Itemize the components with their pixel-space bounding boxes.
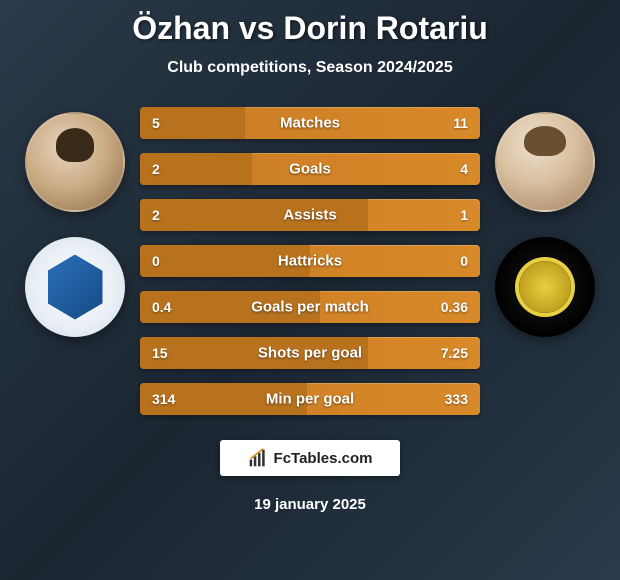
stat-left-value: 314 — [152, 391, 175, 407]
date-label: 19 january 2025 — [0, 496, 620, 513]
right-player-column — [490, 107, 600, 337]
stat-left-value: 15 — [152, 345, 168, 361]
stat-row: 0.4 Goals per match 0.36 — [140, 291, 480, 323]
stat-right-value: 4 — [460, 161, 468, 177]
footer-badge[interactable]: FcTables.com — [220, 440, 400, 476]
stats-area: 5 Matches 11 2 Goals 4 2 Assists 1 0 Hattricks 0 0.4… — [0, 107, 620, 415]
stat-left-value: 2 — [152, 207, 160, 223]
stat-label: Goals — [289, 161, 331, 178]
stat-right-value: 7.25 — [441, 345, 468, 361]
comparison-card: Özhan vs Dorin Rotariu Club competitions… — [0, 0, 620, 580]
stat-row: 5 Matches 11 — [140, 107, 480, 139]
stat-label: Goals per match — [251, 299, 369, 316]
stat-label: Matches — [280, 115, 340, 132]
page-subtitle: Club competitions, Season 2024/2025 — [0, 59, 620, 77]
stat-label: Hattricks — [278, 253, 342, 270]
player2-avatar — [495, 112, 595, 212]
stat-left-value: 2 — [152, 161, 160, 177]
stat-row: 2 Goals 4 — [140, 153, 480, 185]
fctables-logo-icon — [248, 448, 268, 468]
stat-row: 314 Min per goal 333 — [140, 383, 480, 415]
stat-left-value: 0.4 — [152, 299, 171, 315]
stat-left-value: 0 — [152, 253, 160, 269]
page-title: Özhan vs Dorin Rotariu — [0, 10, 620, 47]
stat-row: 0 Hattricks 0 — [140, 245, 480, 277]
stat-right-value: 0.36 — [441, 299, 468, 315]
stat-left-value: 5 — [152, 115, 160, 131]
stat-right-value: 333 — [445, 391, 468, 407]
stat-right-value: 1 — [460, 207, 468, 223]
club2-badge — [495, 237, 595, 337]
stat-row: 15 Shots per goal 7.25 — [140, 337, 480, 369]
stat-row: 2 Assists 1 — [140, 199, 480, 231]
stat-label: Shots per goal — [258, 345, 362, 362]
footer-label: FcTables.com — [274, 450, 373, 467]
stat-label: Assists — [283, 207, 336, 224]
left-player-column — [20, 107, 130, 337]
player1-avatar — [25, 112, 125, 212]
stat-rows: 5 Matches 11 2 Goals 4 2 Assists 1 0 Hattricks 0 0.4… — [140, 107, 480, 415]
stat-right-value: 0 — [460, 253, 468, 269]
stat-right-value: 11 — [453, 115, 468, 131]
stat-label: Min per goal — [266, 391, 354, 408]
club1-badge — [25, 237, 125, 337]
